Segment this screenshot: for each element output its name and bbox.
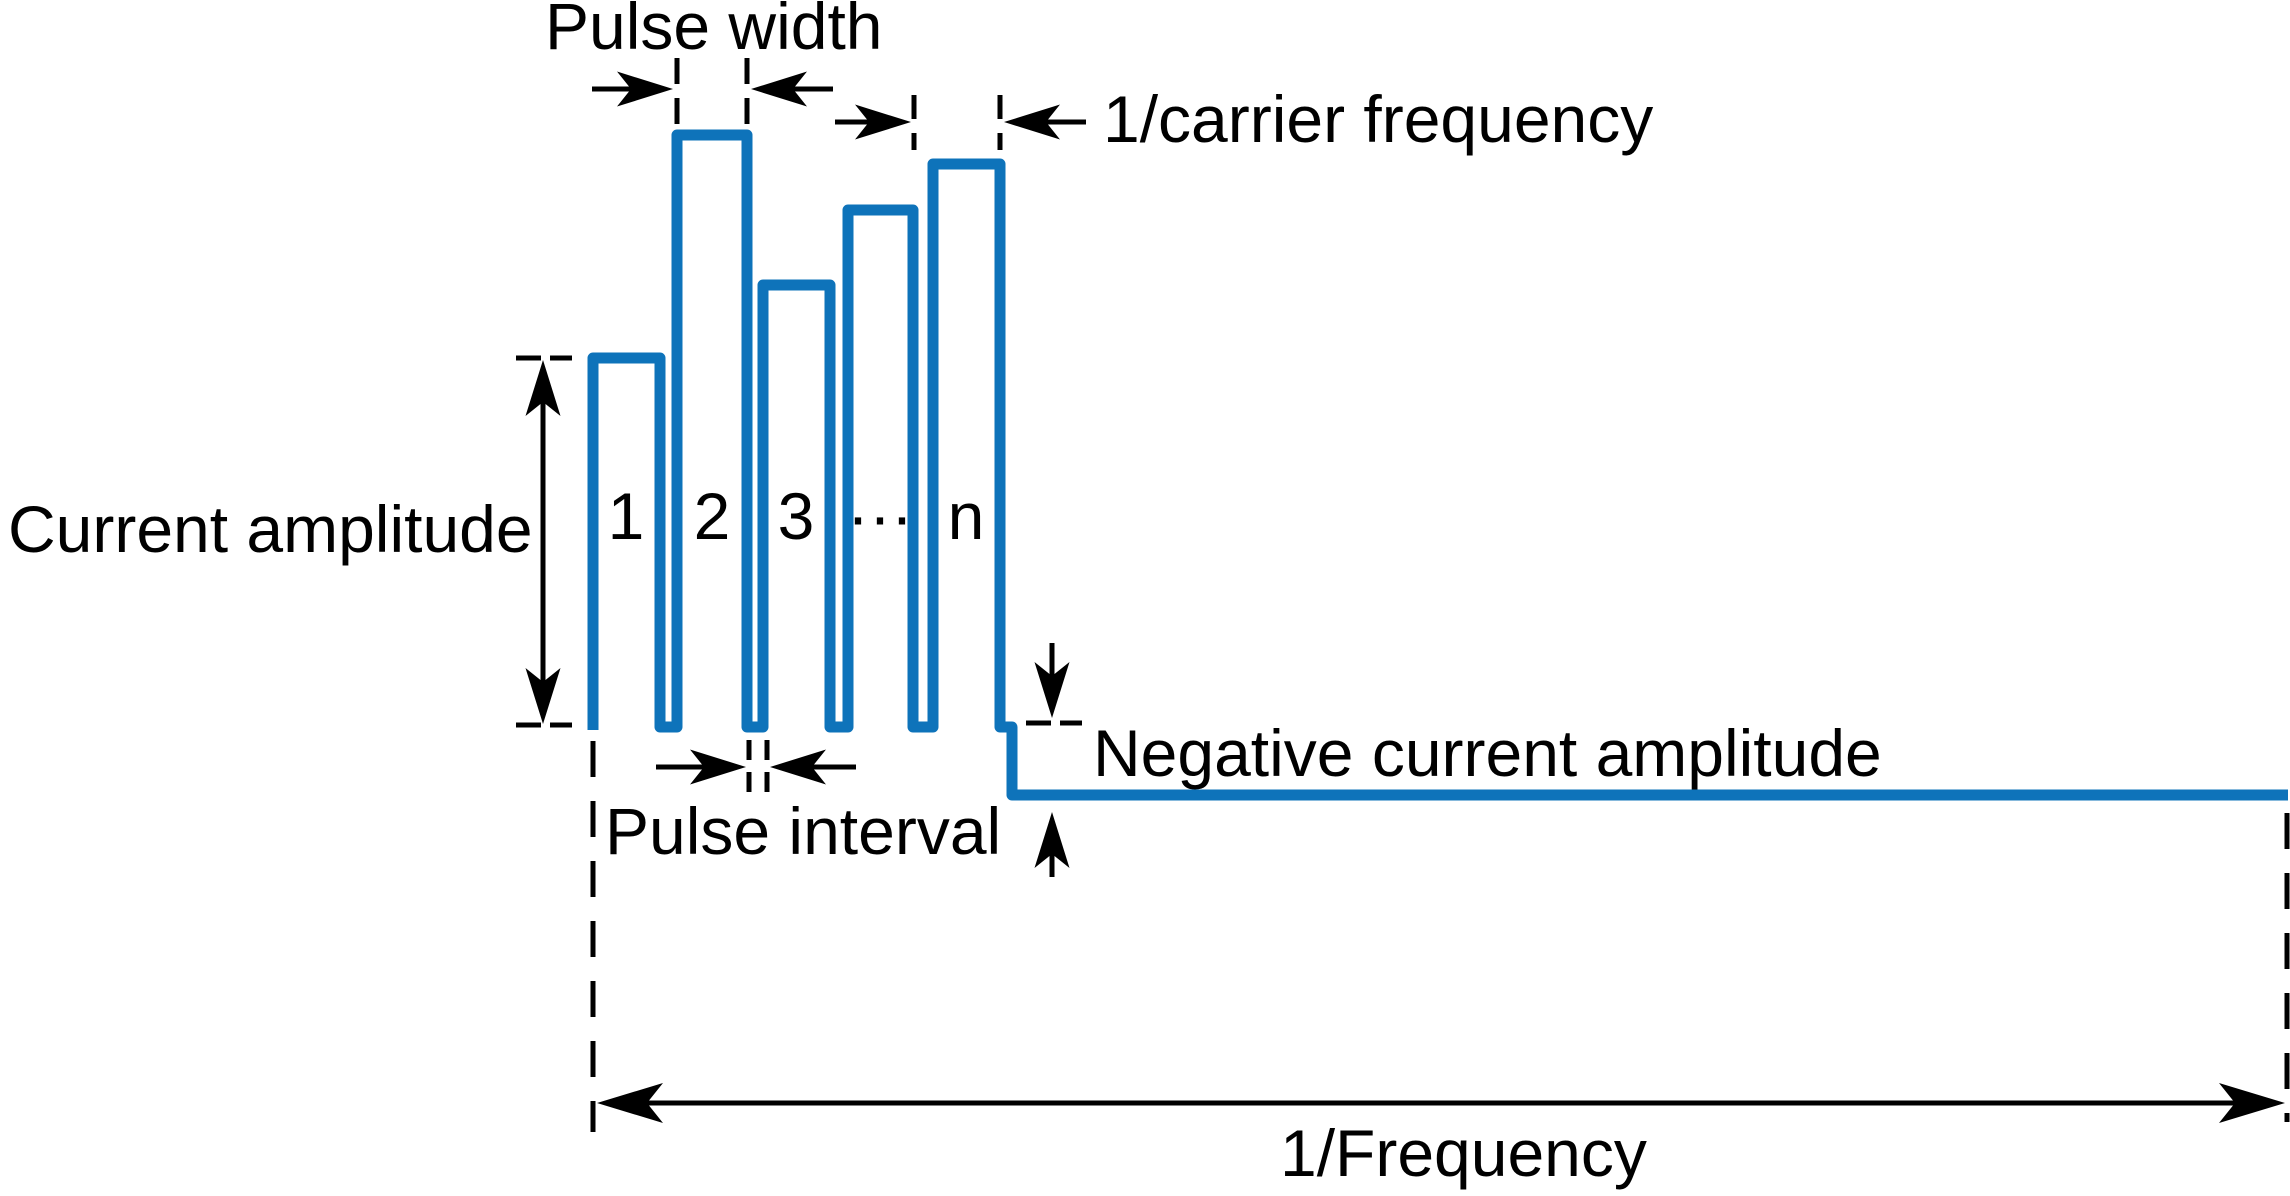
current-amplitude-arrow-head bbox=[525, 668, 561, 724]
pulse-width-label: Pulse width bbox=[545, 0, 883, 63]
pulse-width-arrow-right-head bbox=[751, 71, 807, 107]
carrier-frequency-label: 1/carrier frequency bbox=[1103, 82, 1654, 156]
pulse-number-2: 2 bbox=[693, 479, 731, 553]
negative-dim-arrow-up-head bbox=[1034, 812, 1070, 868]
one-over-frequency-label: 1/Frequency bbox=[1280, 1116, 1647, 1190]
carrier-arrow-right-head bbox=[1004, 104, 1060, 140]
pulse-interval-arrow-right-head bbox=[770, 749, 826, 785]
carrier-arrow-left-head bbox=[855, 104, 911, 140]
waveform-path bbox=[587, 129, 2288, 801]
one-over-frequency-arrow-head bbox=[2219, 1083, 2285, 1123]
pulse-interval-arrow-left-head bbox=[690, 749, 746, 785]
pulse-interval-label: Pulse interval bbox=[605, 794, 1002, 868]
pulse-number-ellipsis: ··· bbox=[847, 479, 913, 553]
negative-dim-arrow-down-head bbox=[1034, 662, 1070, 718]
pulse-number-3: 3 bbox=[777, 479, 815, 553]
current-amplitude-arrow-head bbox=[525, 360, 561, 416]
negative-amplitude-label: Negative current amplitude bbox=[1093, 716, 1882, 790]
pulse-number-n: n bbox=[947, 479, 985, 553]
pulse-width-arrow-left-head bbox=[617, 71, 673, 107]
current-amplitude-label: Current amplitude bbox=[8, 492, 533, 566]
one-over-frequency-arrow-head bbox=[597, 1083, 663, 1123]
pulse-number-1: 1 bbox=[607, 479, 645, 553]
